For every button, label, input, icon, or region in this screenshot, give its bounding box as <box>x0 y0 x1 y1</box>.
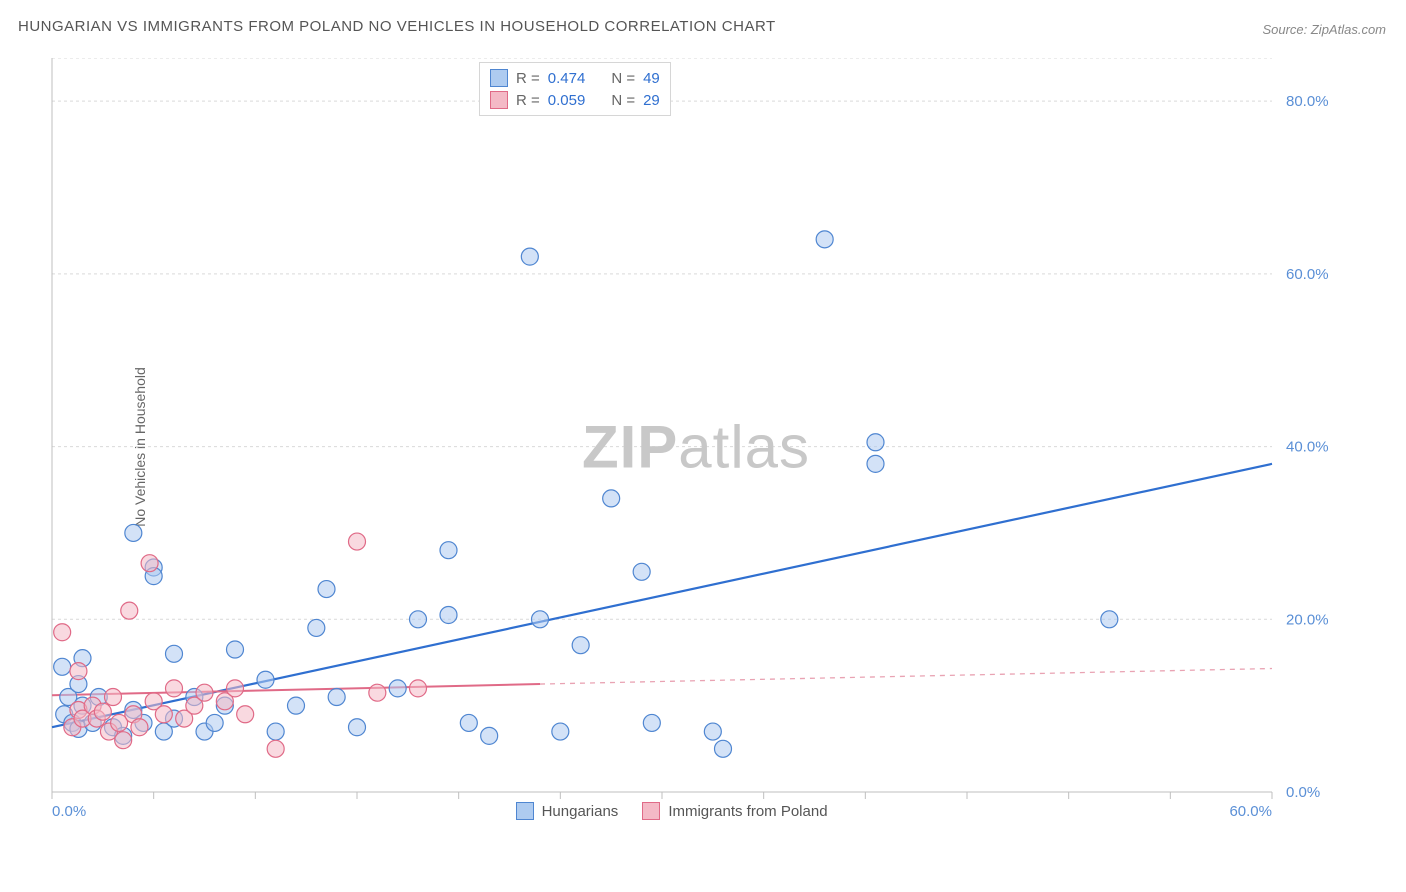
y-tick-label: 0.0% <box>1286 784 1320 801</box>
legend-r-value: 0.474 <box>548 70 586 87</box>
point-hungarians <box>572 637 589 654</box>
point-hungarians <box>318 581 335 598</box>
y-tick-label: 80.0% <box>1286 93 1329 110</box>
point-poland <box>121 602 138 619</box>
point-poland <box>196 684 213 701</box>
point-hungarians <box>410 611 427 628</box>
point-hungarians <box>257 671 274 688</box>
point-hungarians <box>532 611 549 628</box>
point-poland <box>54 624 71 641</box>
point-hungarians <box>481 727 498 744</box>
chart-container: HUNGARIAN VS IMMIGRANTS FROM POLAND NO V… <box>0 0 1406 892</box>
x-tick-label: 0.0% <box>52 803 86 820</box>
legend-r-value: 0.059 <box>548 92 586 109</box>
point-hungarians <box>54 658 71 675</box>
point-hungarians <box>643 714 660 731</box>
trend-line-poland <box>52 684 540 695</box>
point-poland <box>227 680 244 697</box>
point-hungarians <box>867 434 884 451</box>
trend-dash-poland <box>540 669 1272 685</box>
point-hungarians <box>125 524 142 541</box>
point-poland <box>131 719 148 736</box>
point-poland <box>70 663 87 680</box>
point-poland <box>141 555 158 572</box>
point-poland <box>237 706 254 723</box>
point-hungarians <box>389 680 406 697</box>
legend-n-label: N = <box>611 70 635 87</box>
point-hungarians <box>206 714 223 731</box>
legend-swatch <box>490 69 508 87</box>
point-hungarians <box>227 641 244 658</box>
point-hungarians <box>460 714 477 731</box>
legend-row: R = 0.474 N = 49 <box>490 67 660 89</box>
point-hungarians <box>867 455 884 472</box>
point-hungarians <box>308 619 325 636</box>
legend-item: Hungarians <box>516 802 619 820</box>
legend-swatch <box>490 91 508 109</box>
point-poland <box>410 680 427 697</box>
point-poland <box>267 740 284 757</box>
point-hungarians <box>603 490 620 507</box>
point-poland <box>94 703 111 720</box>
source-label: Source: ZipAtlas.com <box>1262 22 1386 37</box>
series-legend: Hungarians Immigrants from Poland <box>516 802 828 820</box>
chart-title: HUNGARIAN VS IMMIGRANTS FROM POLAND NO V… <box>18 18 776 35</box>
legend-label: Hungarians <box>542 803 619 820</box>
x-tick-label: 60.0% <box>1229 803 1272 820</box>
scatter-chart: 0.0% 20.0% 40.0% 60.0% 80.0% 0.0% 60.0% <box>48 58 1344 836</box>
legend-label: Immigrants from Poland <box>668 803 827 820</box>
point-hungarians <box>521 248 538 265</box>
point-hungarians <box>633 563 650 580</box>
plot-area: No Vehicles in Household 0.0%20.0%40.0%6… <box>48 58 1344 836</box>
y-tick-label: 40.0% <box>1286 439 1329 456</box>
point-poland <box>166 680 183 697</box>
point-hungarians <box>816 231 833 248</box>
point-hungarians <box>349 719 366 736</box>
point-poland <box>105 689 122 706</box>
legend-n-value: 29 <box>643 92 660 109</box>
point-hungarians <box>715 740 732 757</box>
legend-item: Immigrants from Poland <box>642 802 827 820</box>
point-poland <box>369 684 386 701</box>
legend-r-label: R = <box>516 70 540 87</box>
point-hungarians <box>288 697 305 714</box>
point-hungarians <box>328 689 345 706</box>
y-tick-label: 60.0% <box>1286 266 1329 283</box>
y-tick-label: 20.0% <box>1286 611 1329 628</box>
legend-n-value: 49 <box>643 70 660 87</box>
point-poland <box>349 533 366 550</box>
point-hungarians <box>552 723 569 740</box>
legend-row: R = 0.059 N = 29 <box>490 89 660 111</box>
correlation-legend: R = 0.474 N = 49 R = 0.059 N = 29 <box>479 62 671 116</box>
point-hungarians <box>166 645 183 662</box>
point-hungarians <box>440 606 457 623</box>
point-poland <box>155 706 172 723</box>
legend-swatch <box>516 802 534 820</box>
legend-r-label: R = <box>516 92 540 109</box>
point-hungarians <box>1101 611 1118 628</box>
point-hungarians <box>704 723 721 740</box>
point-poland <box>115 732 132 749</box>
point-hungarians <box>267 723 284 740</box>
legend-swatch <box>642 802 660 820</box>
legend-n-label: N = <box>611 92 635 109</box>
point-hungarians <box>440 542 457 559</box>
